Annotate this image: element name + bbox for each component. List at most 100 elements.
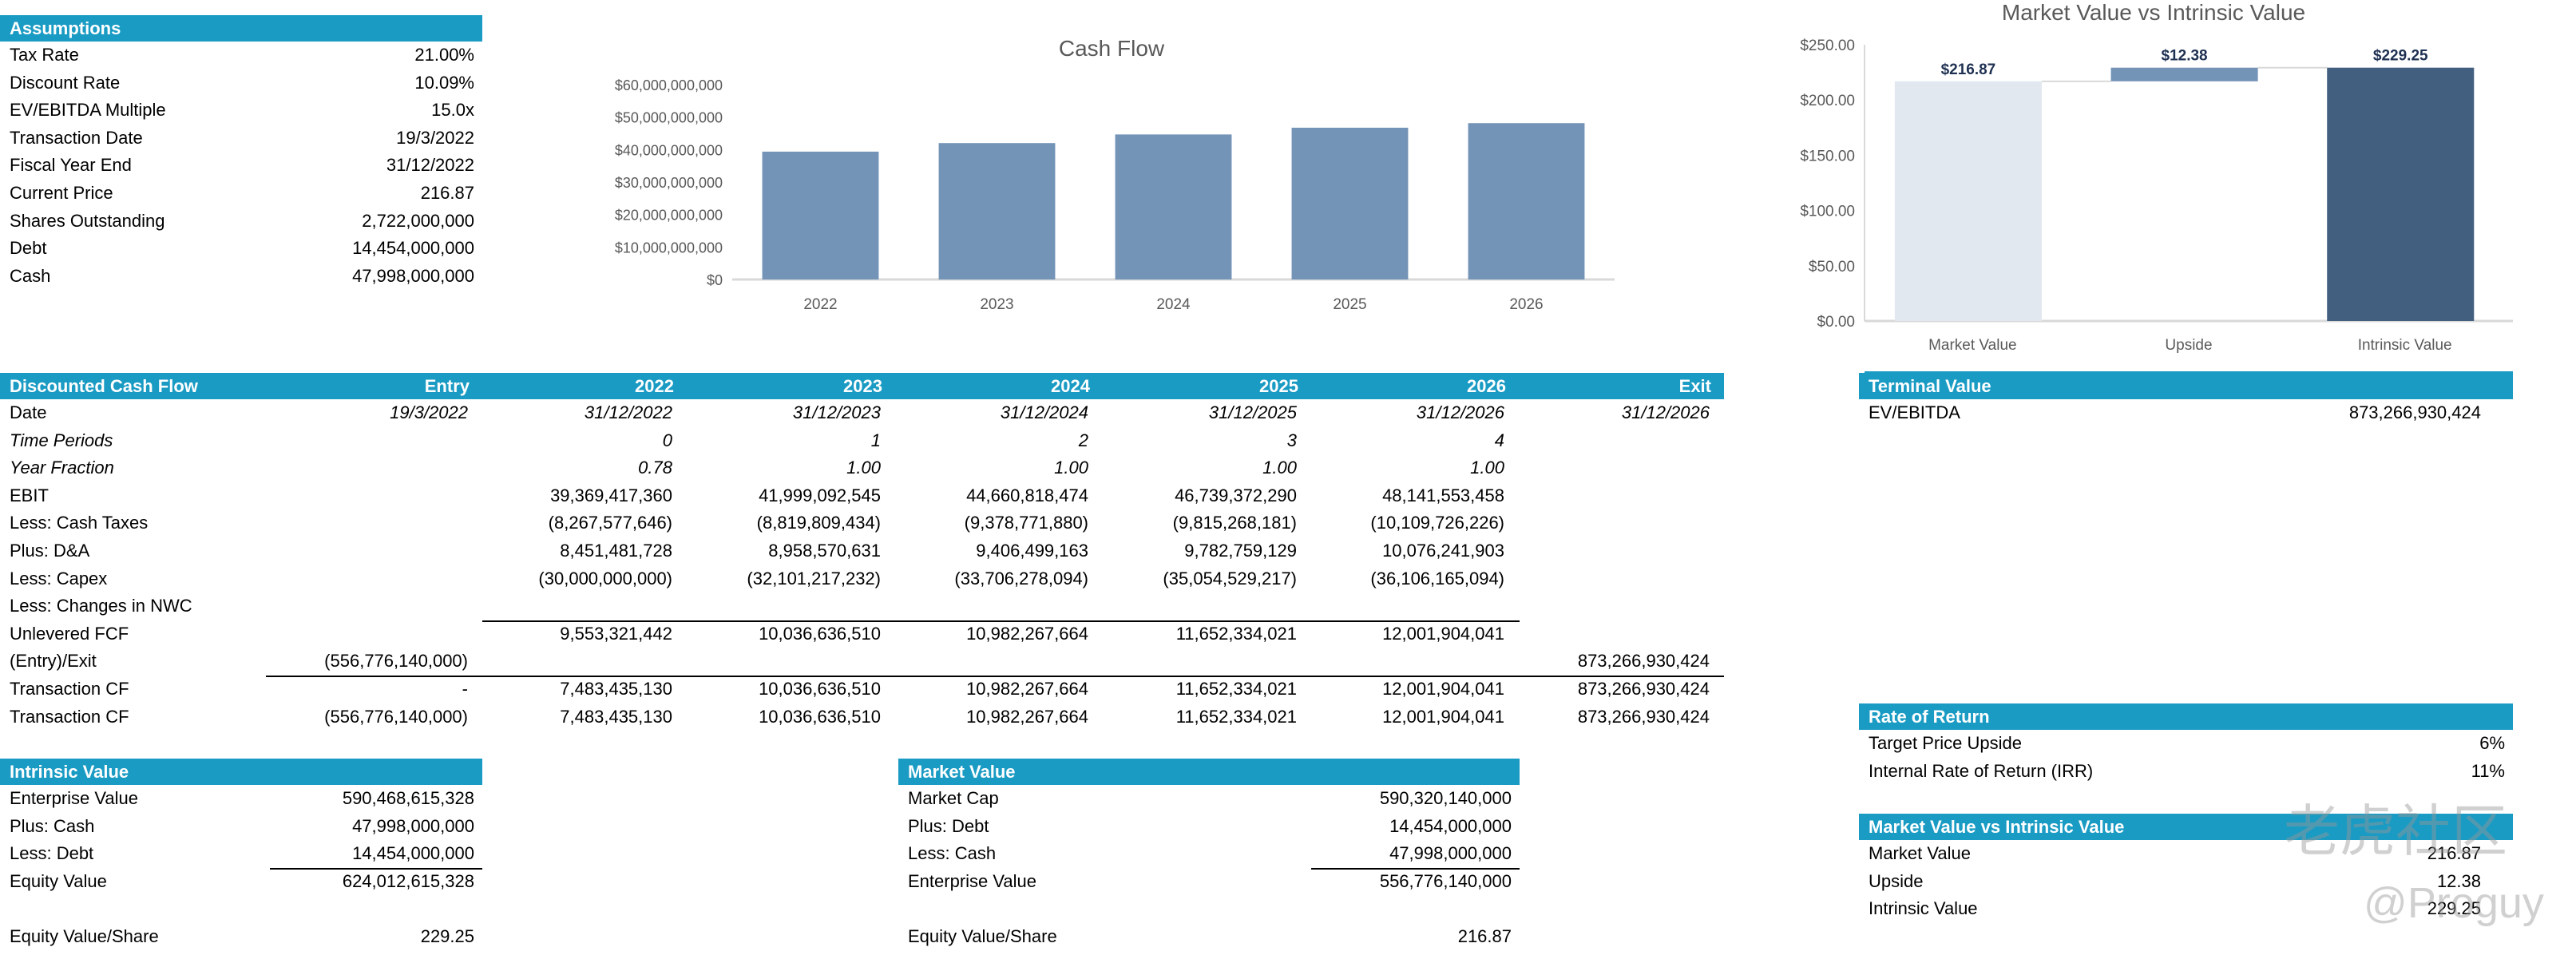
- table-cell: 0.78: [638, 458, 672, 478]
- table-cell: 31/12/2025: [1208, 402, 1297, 422]
- list-item: Tax Rate 21.00%: [0, 42, 482, 69]
- list-item: Market Cap 590,320,140,000: [898, 785, 1520, 812]
- row-value: 216.87: [1457, 926, 1512, 946]
- table-cell: 0: [662, 430, 672, 450]
- x-tick-label: Market Value: [1928, 337, 2017, 354]
- row-value: 556,776,140,000: [1379, 870, 1512, 891]
- row-label: Cash: [10, 265, 51, 286]
- row-label: EV/EBITDA: [1869, 402, 1960, 422]
- row-value: 216.87: [420, 183, 474, 203]
- table-cell: 31/12/2022: [584, 402, 672, 422]
- list-item: Discount Rate 10.09%: [0, 69, 482, 97]
- row-label: Market Value: [1869, 843, 1971, 863]
- table-cell: 10,036,636,510: [759, 706, 881, 727]
- table-row: Transaction CF (556,776,140,000) 7,483,435…: [0, 703, 1724, 731]
- bar-2026: [1468, 123, 1585, 279]
- table-cell: (9,815,268,181): [1172, 513, 1297, 533]
- rate-of-return-section: Rate of Return Target Price Upside 6% Inter…: [1859, 703, 2513, 791]
- mv_vs_iv-header: Market Value vs Intrinsic Value: [1859, 814, 2513, 840]
- x-tick-label: Upside: [2165, 337, 2212, 354]
- list-item: [0, 895, 482, 922]
- underline-rule: [266, 676, 1724, 677]
- row-label: Internal Rate of Return (IRR): [1869, 760, 2094, 781]
- x-tick-label: 2024: [1156, 296, 1191, 313]
- table-row: Year Fraction 0.78 1.00 1.00 1.00 1.00: [0, 454, 1724, 481]
- table-cell: (8,819,809,434): [756, 513, 881, 533]
- column-header-exit: Exit: [1678, 376, 1711, 396]
- bar-2023: [938, 143, 1056, 279]
- table-row: Less: Cash Taxes (8,267,577,646) (8,819,80…: [0, 509, 1724, 537]
- row-value: 31/12/2022: [386, 155, 474, 176]
- list-item: Less: Cash 47,998,000,000: [898, 840, 1520, 867]
- table-cell: 31/12/2023: [792, 402, 881, 422]
- y-tick-label: $0.00: [1817, 314, 1855, 331]
- table-cell: (35,054,529,217): [1163, 568, 1297, 588]
- table-row: Plus: D&A 8,451,481,728 8,958,570,631 9,406…: [0, 537, 1724, 565]
- y-tick-label: $50,000,000,000: [615, 110, 723, 126]
- list-item: Market Value 216.87: [1859, 840, 2513, 867]
- table-cell: 10,982,267,664: [966, 679, 1088, 699]
- table-cell: 873,266,930,424: [1577, 679, 1710, 699]
- list-item: Enterprise Value 590,468,615,328: [0, 785, 482, 812]
- table-cell: 46,739,372,290: [1175, 485, 1297, 505]
- table-cell: 9,406,499,163: [976, 541, 1088, 561]
- row-label: Upside: [1869, 870, 1924, 891]
- underline-rule: [1311, 867, 1520, 870]
- row-label: Equity Value/Share: [10, 926, 159, 946]
- market-value-section: Market Value Market Cap 590,320,140,000 Plu…: [898, 759, 1520, 950]
- table-cell: 873,266,930,424: [1577, 651, 1710, 672]
- table-cell: 1.00: [1054, 458, 1088, 478]
- y-tick-label: $20,000,000,000: [615, 208, 723, 224]
- table-cell: 10,036,636,510: [759, 623, 881, 644]
- y-tick-label: $40,000,000,000: [615, 142, 723, 158]
- section-title: Market Value vs Intrinsic Value: [1869, 817, 2125, 837]
- row-value: 6%: [2479, 733, 2505, 753]
- row-label: Current Price: [10, 183, 113, 203]
- watermark-handle: @Proguy: [2364, 879, 2544, 927]
- data-label: $229.25: [2373, 48, 2428, 65]
- table-cell: 4: [1494, 430, 1504, 450]
- underline-rule: [270, 867, 482, 870]
- row-value: 14,454,000,000: [352, 238, 474, 259]
- table-row: Time Periods 0 1 2 3 4: [0, 427, 1724, 454]
- row-label: Equity Value/Share: [908, 926, 1057, 946]
- rate_of_return-header: Rate of Return: [1859, 703, 2513, 730]
- x-tick-label: 2025: [1333, 296, 1366, 313]
- row-label: Less: Cash Taxes: [10, 513, 149, 533]
- x-tick-label: 2023: [980, 296, 1013, 313]
- row-label: Transaction CF: [10, 706, 129, 727]
- row-label: Unlevered FCF: [10, 623, 129, 644]
- table-cell: 31/12/2026: [1416, 402, 1504, 422]
- list-item: Transaction Date 19/3/2022: [0, 125, 482, 152]
- terminal-header: Terminal Value: [1859, 373, 2513, 399]
- row-label: Target Price Upside: [1869, 733, 2022, 753]
- table-cell: 7,483,435,130: [560, 679, 672, 699]
- row-value: 12.38: [2436, 870, 2481, 891]
- row-value: 229.25: [2427, 898, 2481, 919]
- table-cell: 1: [870, 430, 881, 450]
- table-cell: 1.00: [1470, 458, 1504, 478]
- assumptions-section: Assumptions Tax Rate 21.00% Discount Rate 10…: [0, 15, 482, 295]
- row-value: 590,468,615,328: [342, 788, 474, 808]
- row-label: Debt: [10, 238, 47, 259]
- table-cell: 9,782,759,129: [1184, 541, 1297, 561]
- table-cell: 41,999,092,545: [759, 485, 881, 505]
- table-cell: 11,652,334,021: [1175, 623, 1297, 644]
- table-cell: 48,141,553,458: [1382, 485, 1504, 505]
- row-label: Less: Changes in NWC: [10, 596, 192, 616]
- row-label: Transaction CF: [10, 679, 129, 699]
- data-label: $216.87: [1941, 61, 1996, 78]
- y-tick-label: $150.00: [1800, 148, 1855, 164]
- row-label: Tax Rate: [10, 45, 79, 65]
- section-title: Assumptions: [10, 18, 121, 38]
- row-value: 14,454,000,000: [1389, 815, 1512, 836]
- row-value: 10.09%: [414, 72, 474, 93]
- list-item: Equity Value/Share 229.25: [0, 923, 482, 950]
- bar-2025: [1291, 127, 1409, 279]
- row-label: Equity Value: [10, 870, 107, 891]
- table-cell: 7,483,435,130: [560, 706, 672, 727]
- table-cell: 2: [1078, 430, 1088, 450]
- row-value: 873,266,930,424: [2348, 402, 2481, 422]
- list-item: Upside 12.38: [1859, 868, 2513, 895]
- row-value: 47,998,000,000: [1389, 843, 1512, 864]
